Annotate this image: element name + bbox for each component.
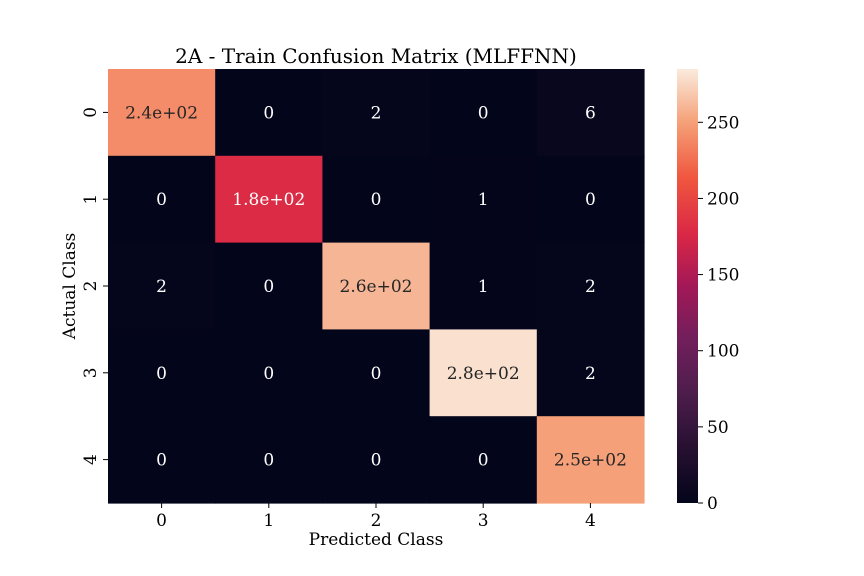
heatmap-cell <box>108 329 216 417</box>
cell-value-label: 0 <box>478 451 489 471</box>
heatmap-cell <box>536 416 645 504</box>
heatmap-cell <box>429 242 538 330</box>
heatmap-cell <box>322 69 431 157</box>
heatmap-cell <box>429 69 538 157</box>
cell-value-label: 0 <box>371 364 382 384</box>
heatmap-cell <box>322 242 431 330</box>
colorbar: 0 50 100 150 200 250 <box>677 69 739 514</box>
y-tick-label: 4 <box>81 454 101 465</box>
cell-value-label: 2.8e+02 <box>447 364 520 384</box>
heatmap-cell <box>322 155 431 244</box>
heatmap-cell <box>215 329 323 417</box>
x-tick-label: 2 <box>371 511 382 531</box>
colorbar-tick-label: 100 <box>707 342 739 362</box>
heatmap-cell <box>108 242 216 330</box>
heatmap-cell <box>215 69 323 157</box>
colorbar-tick-label: 0 <box>707 494 718 514</box>
cell-value-label: 1 <box>478 277 489 297</box>
heatmap-cell <box>108 69 216 157</box>
cell-value-label: 0 <box>156 451 167 471</box>
cell-value-label: 0 <box>156 364 167 384</box>
x-tick-labels: 0 1 2 3 4 <box>156 503 596 531</box>
colorbar-tick-label: 50 <box>707 418 729 438</box>
x-tick-label: 3 <box>478 511 489 531</box>
heatmap-cell <box>108 416 216 504</box>
heatmap-cell <box>536 155 645 244</box>
heatmap-cell <box>536 69 645 157</box>
heatmap-cell <box>429 155 538 244</box>
heatmap-cell <box>215 155 323 244</box>
cell-value-label: 2.5e+02 <box>554 451 627 471</box>
cell-value-label: 0 <box>371 451 382 471</box>
heatmap-cell <box>108 155 216 244</box>
y-tick-label: 2 <box>81 281 101 292</box>
cell-value-label: 0 <box>263 364 274 384</box>
y-tick-label: 3 <box>81 367 101 378</box>
chart-title: 2A - Train Confusion Matrix (MLFFNN) <box>175 44 577 68</box>
cell-value-label: 6 <box>585 103 596 123</box>
cell-value-label: 0 <box>371 190 382 210</box>
cell-value-label: 0 <box>156 190 167 210</box>
heatmap-cell <box>536 242 645 330</box>
cell-value-label: 0 <box>263 277 274 297</box>
y-tick-label: 0 <box>81 107 101 118</box>
cell-value-label: 0 <box>478 103 489 123</box>
cell-value-label: 2 <box>371 103 382 123</box>
x-tick-label: 4 <box>585 511 596 531</box>
cell-value-label: 2.6e+02 <box>340 277 413 297</box>
heatmap-cell <box>322 329 431 417</box>
y-tick-label: 1 <box>81 194 101 205</box>
colorbar-tick-label: 200 <box>707 189 739 209</box>
cell-value-label: 0 <box>263 103 274 123</box>
x-tick-label: 0 <box>156 511 167 531</box>
colorbar-tick-label: 150 <box>707 266 739 286</box>
cell-value-label: 2 <box>585 277 596 297</box>
colorbar-tick-label: 250 <box>707 113 739 133</box>
heatmap-cell <box>322 416 431 504</box>
cell-value-label: 2.4e+02 <box>125 103 198 123</box>
cell-value-label: 1.8e+02 <box>232 190 305 210</box>
cell-value-label: 2 <box>585 364 596 384</box>
cell-value-label: 1 <box>478 190 489 210</box>
heatmap-cell <box>215 242 323 330</box>
heatmap-cell <box>536 329 645 417</box>
cell-value-label: 0 <box>585 190 596 210</box>
heatmap-cell <box>429 416 538 504</box>
x-tick-label: 1 <box>263 511 274 531</box>
cell-value-label: 2 <box>156 277 167 297</box>
heatmap-cells: 2.4e+02 0 2 0 6 0 1.8e+02 0 1 0 2 0 2.6e+02 1 2 0 0 0 2.8e… <box>108 69 645 504</box>
x-axis-label: Predicted Class <box>309 530 444 550</box>
y-tick-labels: 0 1 2 3 4 <box>81 107 108 465</box>
heatmap-cell <box>429 329 538 417</box>
heatmap-cell <box>215 416 323 504</box>
y-axis-label: Actual Class <box>60 233 80 341</box>
colorbar-gradient <box>677 69 698 503</box>
cell-value-label: 0 <box>263 451 274 471</box>
